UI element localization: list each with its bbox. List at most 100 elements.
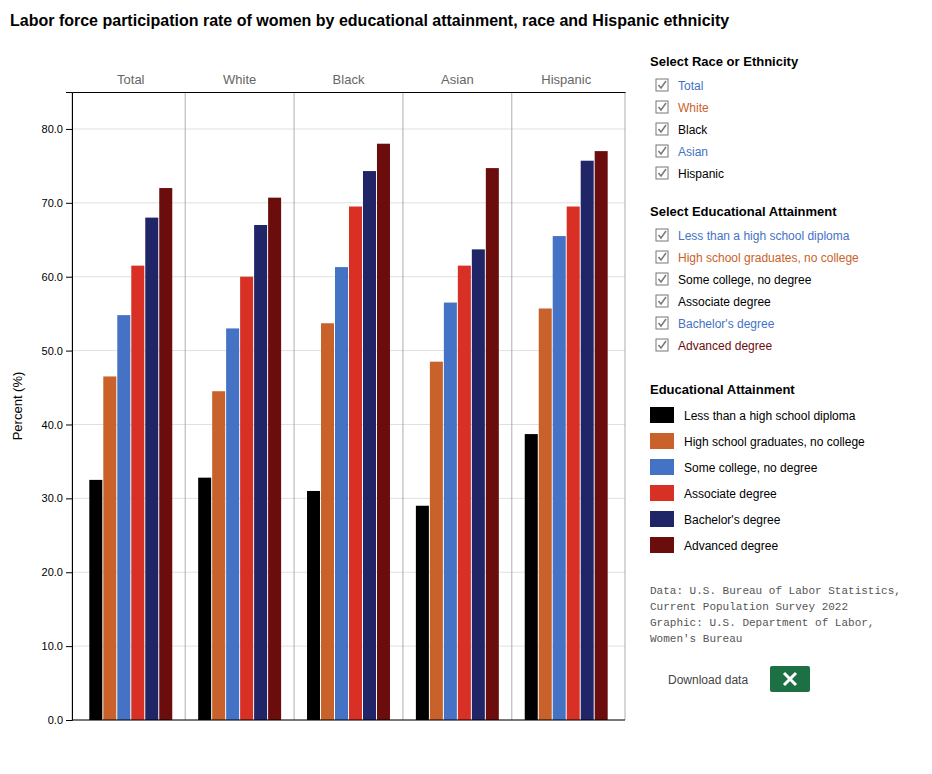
tick: Hispanic bbox=[541, 72, 591, 92]
bar bbox=[254, 225, 267, 720]
legend-title: Educational Attainment bbox=[650, 382, 795, 397]
legend-swatch bbox=[650, 433, 674, 449]
tick-label: Black bbox=[333, 72, 365, 87]
bar bbox=[416, 506, 429, 720]
group-separator bbox=[294, 92, 295, 720]
tick-label: 10.0 bbox=[42, 640, 63, 652]
legend-entry: Bachelor's degree bbox=[684, 513, 781, 527]
tick: 50.0 bbox=[42, 345, 72, 357]
bar bbox=[553, 236, 566, 720]
legend-entry: Some college, no degree bbox=[684, 461, 818, 475]
tick-label: 30.0 bbox=[42, 492, 63, 504]
separators bbox=[72, 92, 625, 720]
bar bbox=[539, 308, 552, 720]
bar bbox=[117, 315, 130, 720]
bar bbox=[212, 391, 225, 720]
filter-item: Associate degree bbox=[678, 295, 771, 309]
bar bbox=[159, 188, 172, 720]
checkbox bbox=[656, 123, 668, 135]
chart: Labor force participation rate of women … bbox=[0, 0, 932, 774]
checkbox-check bbox=[659, 147, 667, 154]
checkbox-box bbox=[656, 339, 668, 351]
tick: 30.0 bbox=[42, 492, 72, 504]
bar-series bbox=[145, 161, 593, 720]
bar bbox=[145, 218, 158, 720]
checkbox-box bbox=[656, 317, 668, 329]
tick-mark bbox=[66, 424, 72, 425]
checkbox-box bbox=[656, 229, 668, 241]
bar bbox=[349, 207, 362, 720]
legend-swatch bbox=[650, 511, 674, 527]
bar bbox=[240, 277, 253, 720]
tick: 10.0 bbox=[42, 640, 72, 652]
checkbox-box bbox=[656, 123, 668, 135]
checkbox bbox=[656, 317, 668, 329]
checkbox bbox=[656, 167, 668, 179]
filter-title: Select Race or Ethnicity bbox=[650, 54, 799, 69]
baseline bbox=[72, 720, 625, 721]
tick-mark bbox=[66, 277, 72, 278]
excel-icon bbox=[770, 666, 810, 692]
checkbox-box bbox=[656, 295, 668, 307]
tick: 80.0 bbox=[42, 123, 72, 135]
filter-item: Less than a high school diploma bbox=[678, 229, 850, 243]
checkbox-box bbox=[656, 145, 668, 157]
checkbox-check bbox=[659, 297, 667, 304]
bars bbox=[89, 144, 607, 720]
legend-swatch bbox=[650, 537, 674, 553]
y-axis-title: Percent (%) bbox=[10, 372, 25, 441]
tick-mark bbox=[66, 351, 72, 352]
x-axis: Total White Black Asian Hispanic bbox=[73, 72, 626, 93]
checkbox-check bbox=[659, 169, 667, 176]
filter-item: Advanced degree bbox=[678, 339, 772, 353]
tick-mark bbox=[66, 572, 72, 573]
bar bbox=[321, 323, 334, 720]
checkbox-check bbox=[659, 103, 667, 110]
bar bbox=[89, 480, 102, 720]
tick: Total bbox=[117, 72, 145, 92]
tick: Black bbox=[333, 72, 365, 92]
tick-mark bbox=[66, 720, 72, 721]
checkbox bbox=[656, 273, 668, 285]
group-separator bbox=[402, 92, 403, 720]
legend: Educational Attainment Less than a high s… bbox=[650, 382, 865, 553]
bar-series bbox=[159, 144, 607, 720]
checkbox-check bbox=[659, 341, 667, 348]
filter-item: White bbox=[678, 101, 709, 115]
tick-mark bbox=[66, 129, 72, 130]
tick: 60.0 bbox=[42, 271, 72, 283]
bar bbox=[581, 161, 594, 720]
checkbox bbox=[656, 229, 668, 241]
bar bbox=[103, 376, 116, 720]
group-separator bbox=[625, 92, 626, 720]
legend-swatch bbox=[650, 407, 674, 423]
tick: 40.0 bbox=[42, 418, 72, 430]
bar bbox=[567, 207, 580, 720]
y-axis: 0.010.020.030.040.050.060.070.080.0 bbox=[42, 93, 73, 727]
tick-mark bbox=[66, 498, 72, 499]
bar bbox=[363, 171, 376, 720]
checkbox bbox=[656, 79, 668, 91]
axis-line bbox=[73, 92, 626, 93]
tick: White bbox=[223, 72, 256, 92]
checkbox bbox=[656, 295, 668, 307]
filter-item: Black bbox=[678, 123, 708, 137]
grid-line bbox=[72, 202, 625, 203]
tick: 0.0 bbox=[48, 714, 72, 726]
tick-label: Asian bbox=[441, 72, 474, 87]
checkbox bbox=[656, 101, 668, 113]
side-panel: Select Race or Ethnicity Total White Black A… bbox=[650, 54, 901, 692]
bar bbox=[307, 491, 320, 720]
axis-line bbox=[66, 93, 73, 721]
checkbox-check bbox=[659, 81, 667, 88]
legend-swatch bbox=[650, 459, 674, 475]
checkbox bbox=[656, 339, 668, 351]
filter-item: Total bbox=[678, 79, 703, 93]
legend-entry: Less than a high school diploma bbox=[684, 409, 856, 423]
legend-entry: Advanced degree bbox=[684, 539, 778, 553]
tick: 70.0 bbox=[42, 197, 72, 209]
checkbox-box bbox=[656, 273, 668, 285]
filter-title: Select Educational Attainment bbox=[650, 204, 837, 219]
excel-icon-mark bbox=[784, 673, 796, 685]
bar bbox=[525, 434, 538, 720]
